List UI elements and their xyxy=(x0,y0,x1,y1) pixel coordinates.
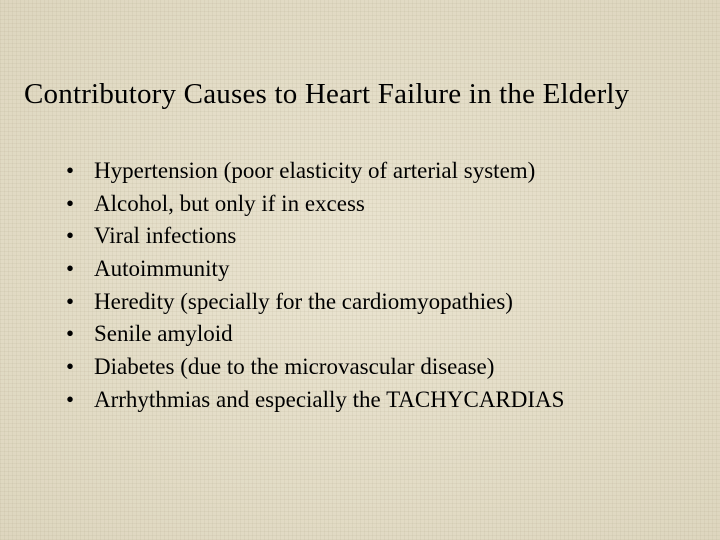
slide: Contributory Causes to Heart Failure in … xyxy=(0,0,720,540)
list-item: Alcohol, but only if in excess xyxy=(60,188,720,221)
slide-body: Hypertension (poor elasticity of arteria… xyxy=(0,111,720,416)
list-item: Arrhythmias and especially the TACHYCARD… xyxy=(60,384,720,417)
list-item: Viral infections xyxy=(60,220,720,253)
slide-title: Contributory Causes to Heart Failure in … xyxy=(0,0,720,111)
list-item: Senile amyloid xyxy=(60,318,720,351)
list-item: Heredity (specially for the cardiomyopat… xyxy=(60,286,720,319)
bullet-list: Hypertension (poor elasticity of arteria… xyxy=(60,155,720,416)
list-item: Hypertension (poor elasticity of arteria… xyxy=(60,155,720,188)
list-item: Diabetes (due to the microvascular disea… xyxy=(60,351,720,384)
list-item: Autoimmunity xyxy=(60,253,720,286)
